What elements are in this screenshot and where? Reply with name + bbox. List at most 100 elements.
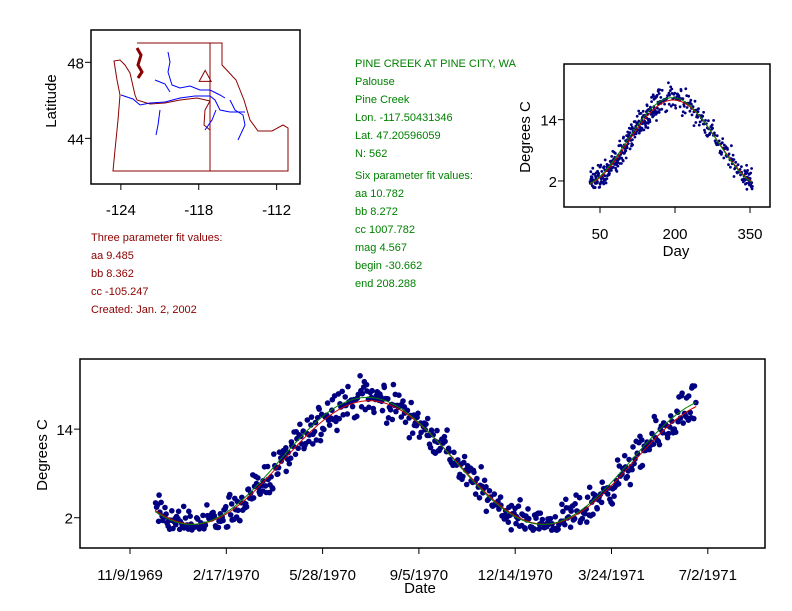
columbia-river	[120, 94, 245, 113]
timeseries-data-point	[418, 429, 424, 436]
puget-sound	[135, 47, 144, 79]
seasonal-data-point	[704, 119, 707, 122]
seasonal-data-point	[594, 175, 597, 178]
map-ylabel: Latitude	[43, 74, 60, 127]
timeseries-data-point	[522, 526, 528, 532]
timeseries-data-point	[428, 427, 435, 434]
seasonal-data-point	[628, 147, 632, 151]
seasonal-data-point	[667, 81, 670, 85]
timeseries-data-point	[308, 422, 314, 428]
or-wa-border	[203, 100, 211, 131]
timeseries-data-point	[173, 521, 179, 528]
timeseries-data-point	[237, 517, 243, 524]
timeseries-data-point	[517, 497, 523, 503]
timeseries-data-point	[371, 409, 377, 416]
timeseries-xlabel: Date	[404, 580, 436, 597]
seasonal-data-point	[614, 152, 617, 155]
timeseries-data-point	[306, 438, 312, 445]
timeseries-data-point	[292, 451, 299, 458]
timeseries-data-point	[155, 518, 162, 525]
seasonal-data-point	[688, 109, 692, 113]
timeseries-data-point	[396, 392, 402, 399]
timeseries-data-point	[526, 515, 532, 522]
seasonal-data-point	[598, 165, 602, 169]
seasonal-xlabel: Day	[663, 243, 690, 260]
seasonal-data-point	[674, 106, 678, 110]
three-param-cc: cc -105.247	[91, 286, 149, 298]
seasonal-data-point	[722, 156, 726, 160]
timeseries-xtick-label: 12/14/1970	[478, 567, 553, 584]
three-param-bb: bb 8.362	[91, 268, 134, 280]
timeseries-xtick-label: 9/5/1970	[390, 567, 448, 584]
seasonal-data-point	[720, 141, 724, 145]
seasonal-data-point	[731, 153, 735, 157]
seasonal-data-point	[610, 169, 613, 172]
timeseries-data-point	[275, 464, 282, 471]
timeseries-data-point	[398, 414, 405, 420]
six-param-begin: begin -30.662	[355, 260, 423, 272]
seasonal-data-point	[656, 106, 659, 110]
timeseries-data-point	[691, 383, 698, 389]
timeseries-data-point	[187, 513, 193, 519]
seasonal-data-point	[746, 169, 749, 172]
timeseries-data-point	[400, 398, 406, 404]
state-outline	[112, 42, 289, 172]
timeseries-data-point	[175, 508, 182, 515]
timeseries-data-point	[336, 415, 343, 422]
timeseries-ytick-label: 2	[65, 511, 73, 528]
seasonal-data-point	[613, 163, 616, 166]
timeseries-data-point	[383, 420, 390, 427]
timeseries-data-point	[685, 393, 692, 399]
timeseries-xtick-label: 7/2/1971	[679, 567, 737, 584]
timeseries-data-point	[163, 511, 169, 517]
timeseries-data-point	[180, 503, 187, 510]
timeseries-data-point	[441, 433, 448, 440]
seasonal-data-point	[687, 94, 690, 98]
seasonal-data-point	[658, 88, 661, 92]
timeseries-data-point	[317, 437, 324, 444]
seasonal-data-point	[732, 158, 736, 161]
seasonal-data-point	[658, 108, 662, 112]
seasonal-data-point	[624, 156, 628, 160]
map-ytick-label: 48	[67, 55, 84, 72]
seasonal-data-point	[703, 131, 707, 134]
seasonal-data-point	[616, 164, 620, 168]
seasonal-data-point	[638, 112, 641, 116]
timeseries-six-param-curve	[154, 396, 697, 525]
timeseries-data-point	[590, 511, 596, 518]
timeseries-data-point	[508, 527, 514, 533]
station-title: PINE CREEK AT PINE CITY, WA	[355, 58, 516, 70]
timeseries-ylabel: Degrees C	[34, 419, 51, 491]
seasonal-data-point	[713, 131, 716, 135]
seasonal-data-point	[637, 109, 641, 113]
timeseries-data-point	[297, 421, 303, 428]
timeseries-data-point	[287, 455, 294, 462]
seasonal-data-point	[599, 180, 603, 183]
timeseries-data-point	[515, 503, 522, 510]
seasonal-data-point	[680, 114, 684, 117]
seasonal-data-point	[703, 128, 706, 132]
timeseries-data-point	[474, 475, 480, 482]
seasonal-data-point	[667, 102, 671, 106]
timeseries-data-point	[194, 516, 201, 522]
seasonal-data-point	[683, 111, 687, 115]
seasonal-data-point	[640, 129, 643, 132]
timeseries-data-point	[675, 409, 681, 416]
seasonal-six-param-curve	[589, 97, 753, 184]
timeseries-data-point	[170, 525, 176, 532]
timeseries-data-point	[525, 506, 531, 512]
seasonal-xtick-label: 200	[662, 226, 687, 243]
timeseries-data-point	[584, 494, 591, 501]
seasonal-data-point	[645, 109, 649, 112]
seasonal-data-point	[631, 143, 634, 147]
timeseries-data-point	[653, 417, 659, 424]
timeseries-data-point	[483, 508, 490, 515]
seasonal-data-point	[621, 136, 625, 140]
timeseries-data-point	[239, 494, 245, 501]
seasonal-points	[588, 81, 754, 191]
timeseries-data-point	[228, 501, 235, 507]
seasonal-data-point	[732, 175, 736, 178]
seasonal-data-point	[601, 176, 605, 180]
seasonal-data-point	[611, 165, 615, 169]
seasonal-data-point	[633, 135, 637, 139]
